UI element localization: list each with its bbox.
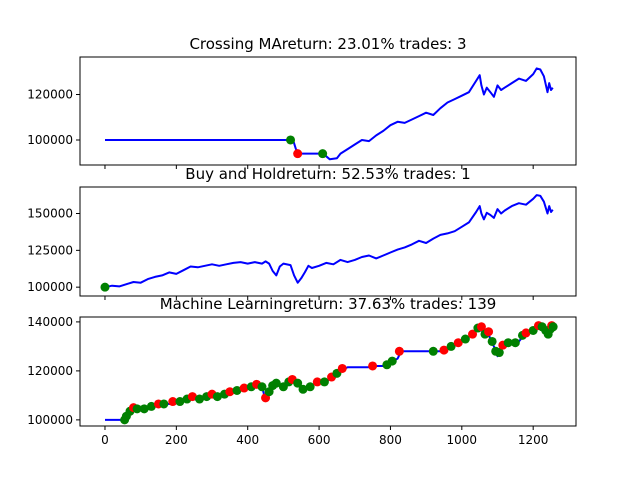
buy-marker bbox=[510, 338, 520, 348]
chart-machine-learning: Machine Learningreturn: 37.63% trades: 1… bbox=[27, 295, 577, 447]
buy-marker bbox=[195, 394, 205, 404]
chart-title: Crossing MAreturn: 23.01% trades: 3 bbox=[189, 35, 466, 53]
buy-marker bbox=[319, 377, 329, 387]
buy-marker bbox=[446, 341, 456, 351]
buy-marker bbox=[305, 382, 315, 392]
buy-marker bbox=[175, 397, 185, 407]
sell-marker bbox=[168, 397, 178, 407]
chart-title: Buy and Holdreturn: 52.53% trades: 1 bbox=[185, 165, 470, 183]
x-tick-label: 0 bbox=[101, 433, 109, 447]
buy-marker bbox=[100, 282, 110, 292]
sell-marker bbox=[312, 377, 322, 387]
sell-marker bbox=[293, 149, 303, 159]
plot-frame bbox=[79, 186, 577, 297]
buy-marker bbox=[428, 346, 438, 356]
y-tick-label: 120000 bbox=[27, 88, 73, 102]
buy-marker bbox=[298, 384, 308, 394]
buy-marker bbox=[548, 322, 558, 332]
x-tick-label: 200 bbox=[165, 433, 188, 447]
series-line bbox=[104, 194, 554, 289]
x-tick-label: 600 bbox=[308, 433, 331, 447]
sell-marker bbox=[187, 392, 197, 402]
buy-marker bbox=[132, 404, 142, 414]
y-tick-label: 140000 bbox=[27, 315, 73, 329]
chart-crossing-ma: Crossing MAreturn: 23.01% trades: 3 1000… bbox=[27, 35, 577, 169]
chart-buy-and-hold: Buy and Holdreturn: 52.53% trades: 1 100… bbox=[27, 165, 577, 300]
y-tick-label: 125000 bbox=[27, 243, 73, 257]
buy-marker bbox=[271, 378, 281, 388]
buy-marker bbox=[212, 392, 222, 402]
sell-marker bbox=[368, 361, 378, 371]
sell-marker bbox=[225, 387, 235, 397]
sell-marker bbox=[439, 345, 449, 355]
sell-marker bbox=[394, 346, 404, 356]
sell-marker bbox=[484, 327, 494, 337]
buy-marker bbox=[318, 149, 328, 159]
buy-marker bbox=[139, 404, 149, 414]
y-tick-label: 100000 bbox=[27, 280, 73, 294]
sell-marker bbox=[468, 329, 478, 339]
sell-marker bbox=[476, 322, 486, 332]
chart-title: Machine Learningreturn: 37.63% trades: 1… bbox=[160, 295, 497, 313]
buy-marker bbox=[494, 348, 504, 358]
sell-marker bbox=[337, 363, 347, 373]
y-tick-label: 150000 bbox=[27, 207, 73, 221]
buy-marker bbox=[286, 135, 296, 145]
x-tick-label: 400 bbox=[236, 433, 259, 447]
buy-marker bbox=[257, 382, 267, 392]
buy-marker bbox=[232, 385, 242, 395]
y-tick-label: 100000 bbox=[27, 133, 73, 147]
sell-marker bbox=[453, 338, 463, 348]
buy-marker bbox=[159, 399, 169, 409]
plot-frame bbox=[79, 316, 577, 427]
buy-marker bbox=[387, 356, 397, 366]
x-tick-label: 800 bbox=[379, 433, 402, 447]
x-tick-label: 1200 bbox=[518, 433, 549, 447]
y-tick-label: 100000 bbox=[27, 413, 73, 427]
y-tick-label: 120000 bbox=[27, 364, 73, 378]
x-tick-label: 1000 bbox=[447, 433, 478, 447]
sell-marker bbox=[239, 383, 249, 393]
plot-frame bbox=[79, 56, 577, 166]
buy-marker bbox=[460, 334, 470, 344]
sell-marker bbox=[521, 328, 531, 338]
buy-marker bbox=[503, 338, 513, 348]
buy-marker bbox=[146, 401, 156, 411]
buy-marker bbox=[293, 378, 303, 388]
buy-marker bbox=[487, 336, 497, 346]
